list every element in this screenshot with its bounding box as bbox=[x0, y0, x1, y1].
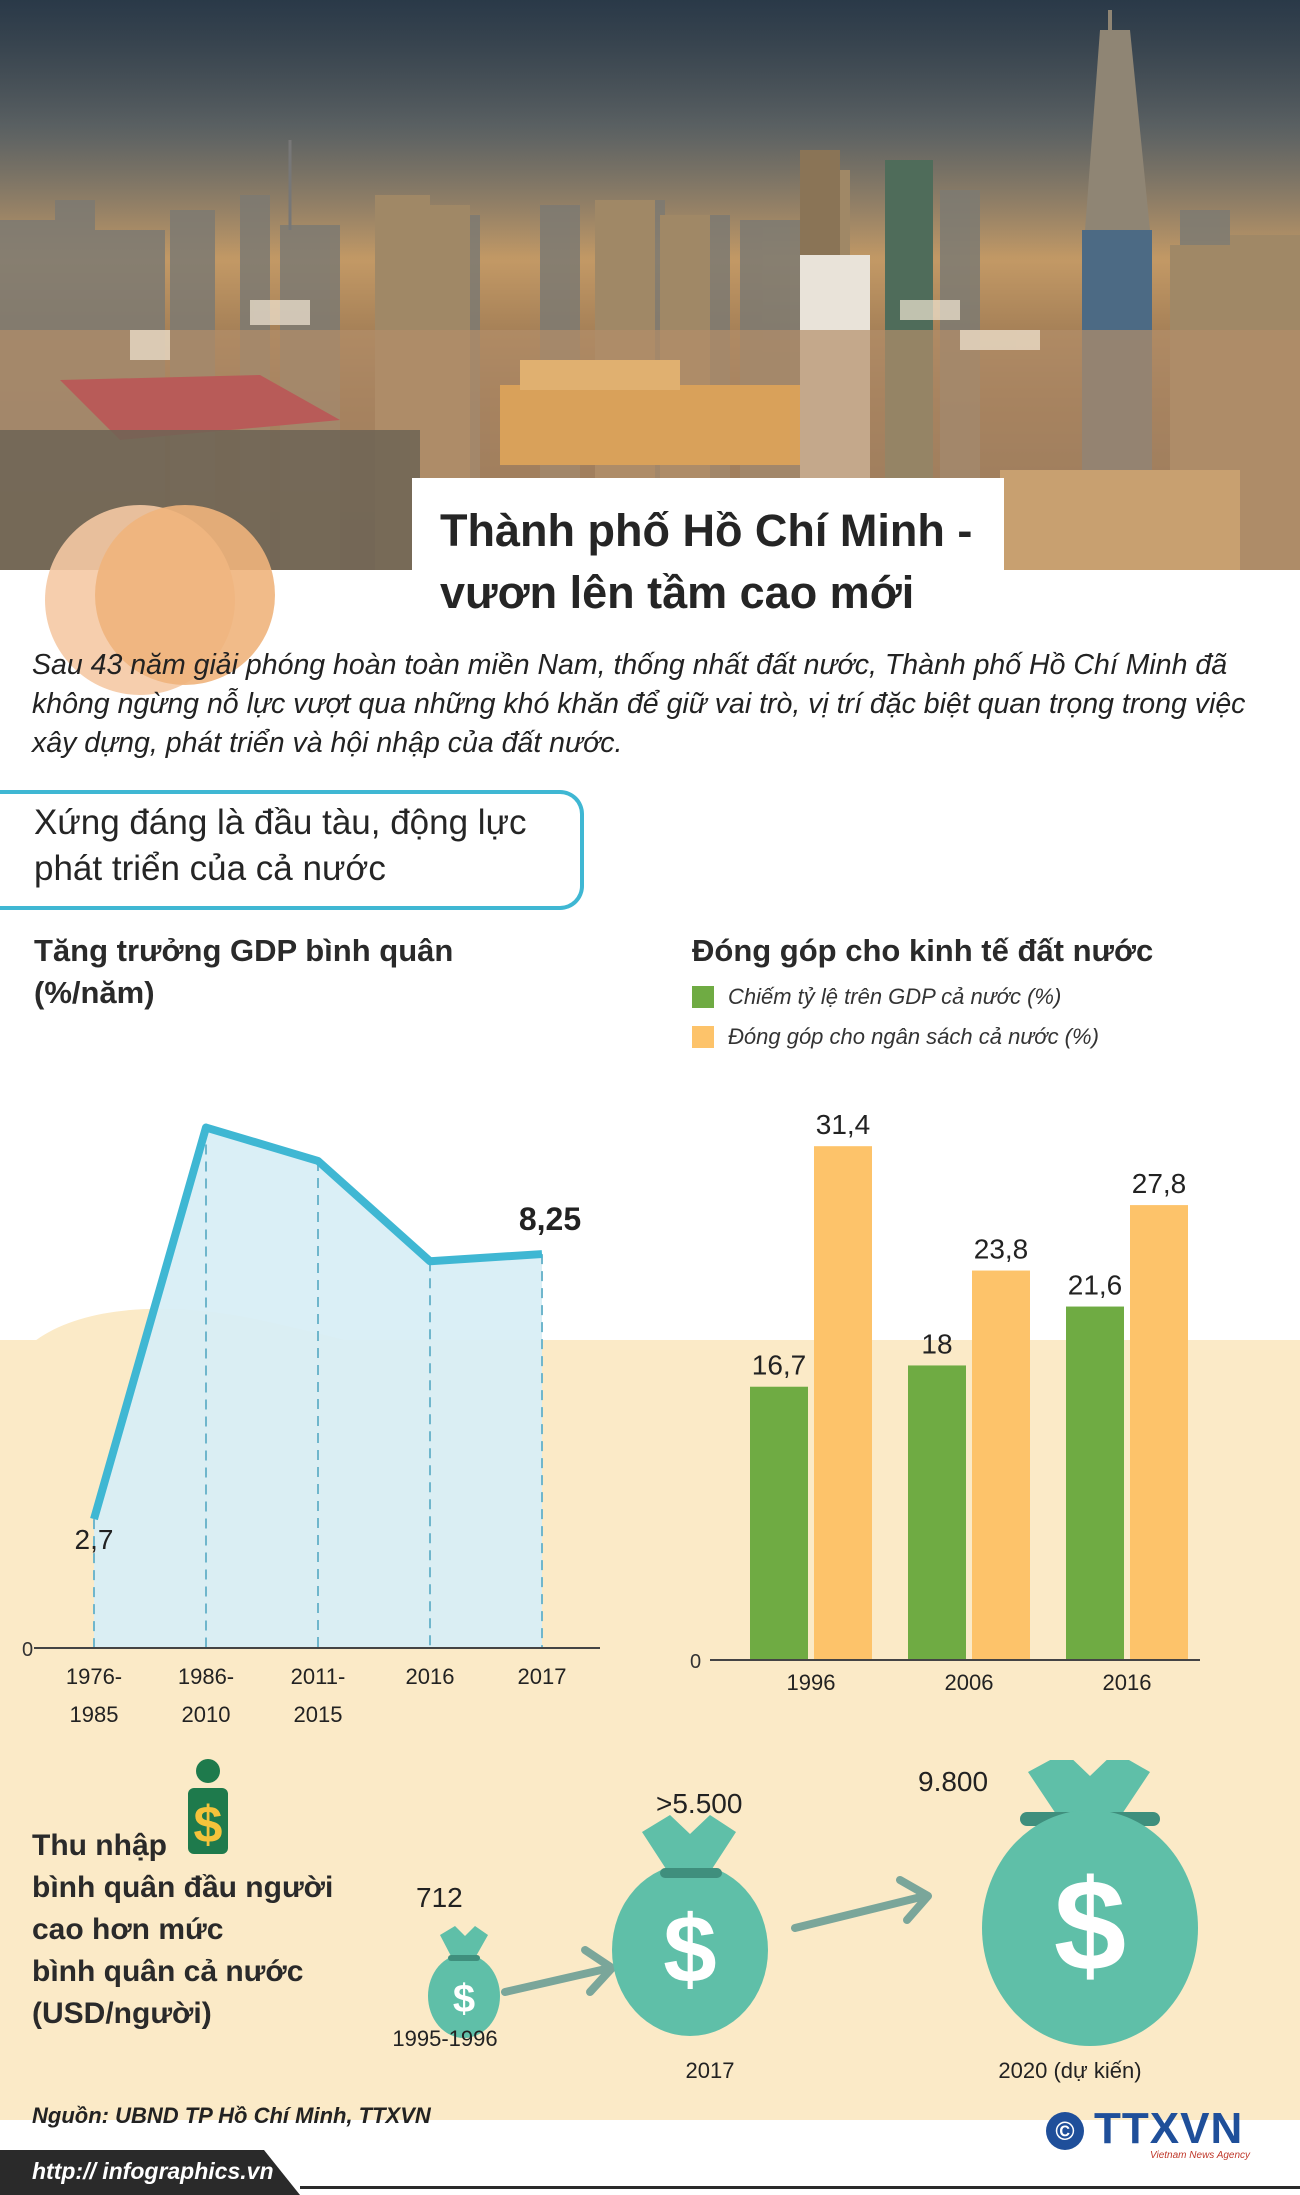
bar-1996-budget bbox=[814, 1146, 872, 1660]
gdp-value-label: 8,25 bbox=[519, 1201, 581, 1237]
hero-photo bbox=[0, 0, 1300, 570]
income-title-line: (USD/người) bbox=[32, 1997, 212, 2030]
bar-tick-label: 1996 bbox=[787, 1670, 836, 1695]
svg-text:$: $ bbox=[194, 1796, 223, 1854]
gdp-tick-label: 2010 bbox=[182, 1702, 231, 1727]
gdp-tick-label: 1986- bbox=[178, 1664, 234, 1689]
gdp-tick-label: 2016 bbox=[406, 1664, 455, 1689]
title-box bbox=[412, 478, 1004, 638]
footer-line bbox=[300, 2186, 1300, 2189]
arrow-icon bbox=[791, 1892, 929, 1932]
bar-value-label: 21,6 bbox=[1068, 1270, 1123, 1301]
bar-value-label: 23,8 bbox=[974, 1234, 1029, 1265]
gdp-area-chart: 0 2,7 1976- 1985 1986- 2010 2011- 2015 2016 8,25 2… bbox=[22, 1123, 600, 1727]
title-line-2: vươn lên tầm cao mới bbox=[440, 567, 915, 618]
page-title: Thành phố Hồ Chí Minh - vươn lên tầm cao… bbox=[440, 500, 1000, 624]
gdp-tick-label: 1976- bbox=[66, 1664, 122, 1689]
gdp-title-line-2: (%/năm) bbox=[34, 975, 155, 1010]
income-value-2020: 9.800 bbox=[918, 1766, 989, 1797]
contribution-bar-chart: 16,7 31,4 1996 18 23,8 2006 21,6 27,8 2016 0 bbox=[690, 1109, 1200, 1695]
income-title-line: Thu nhập bbox=[32, 1829, 167, 1862]
bar-2006-budget bbox=[972, 1270, 1030, 1660]
bar-2006-gdp bbox=[908, 1365, 966, 1660]
income-period-2017: 2017 bbox=[685, 2058, 735, 2083]
gdp-tick-label: 2017 bbox=[518, 1664, 567, 1689]
bar-2016-gdp bbox=[1066, 1306, 1124, 1660]
decorative-circles bbox=[45, 505, 275, 695]
income-title-line: cao hơn mức bbox=[32, 1913, 224, 1946]
intro-paragraph: Sau 43 năm giải phóng hoàn toàn miền Nam… bbox=[32, 649, 1246, 759]
arrow-icon bbox=[581, 1946, 616, 1996]
footer-url[interactable]: http:// infographics.vn bbox=[32, 2158, 274, 2184]
income-bags-graphic: $ $ $ bbox=[428, 1760, 1198, 2046]
section-title: Xứng đáng là đầu tàu, động lực phát triể… bbox=[34, 800, 574, 892]
income-period-2020: 2020 (dự kiến) bbox=[998, 2058, 1142, 2083]
income-title: Thu nhập bình quân đầu người cao hơn mức… bbox=[32, 1825, 392, 2035]
income-title-line: bình quân cả nước bbox=[32, 1955, 304, 1988]
bar-2016-budget bbox=[1130, 1205, 1188, 1660]
bar-y-zero-label: 0 bbox=[690, 1651, 701, 1673]
section-title-line-2: phát triển của cả nước bbox=[34, 849, 386, 888]
svg-text:$: $ bbox=[1054, 1852, 1126, 1998]
money-bag-medium-icon: $ bbox=[612, 1815, 768, 2036]
gdp-tick-label: 2011- bbox=[291, 1664, 346, 1689]
arrow-icon bbox=[896, 1876, 932, 1924]
gdp-y-zero-label: 0 bbox=[22, 1639, 33, 1661]
bar-value-label: 31,4 bbox=[816, 1109, 871, 1140]
bar-tick-label: 2006 bbox=[945, 1670, 994, 1695]
title-line-1: Thành phố Hồ Chí Minh - bbox=[440, 505, 973, 556]
gdp-value-label: 2,7 bbox=[75, 1524, 114, 1555]
legend-item-budget: Đóng góp cho ngân sách cả nước (%) bbox=[692, 1024, 1099, 1050]
gdp-chart-title: Tăng trưởng GDP bình quân (%/năm) bbox=[34, 930, 453, 1014]
bar-tick-label: 2016 bbox=[1103, 1670, 1152, 1695]
section-header-box bbox=[0, 790, 584, 910]
svg-text:$: $ bbox=[663, 1896, 716, 2003]
money-bag-large-icon: $ bbox=[982, 1760, 1198, 2046]
gdp-title-line-1: Tăng trưởng GDP bình quân bbox=[34, 933, 454, 968]
section-title-line-1: Xứng đáng là đầu tàu, động lực bbox=[34, 803, 527, 842]
legend-label: Chiếm tỷ lệ trên GDP cả nước (%) bbox=[728, 984, 1062, 1009]
legend-label: Đóng góp cho ngân sách cả nước (%) bbox=[728, 1024, 1099, 1049]
logo-subtitle: Vietnam News Agency bbox=[1150, 2150, 1251, 2161]
legend-item-gdp-share: Chiếm tỷ lệ trên GDP cả nước (%) bbox=[692, 984, 1061, 1010]
income-value-2017: >5.500 bbox=[656, 1788, 743, 1819]
gdp-tick-label: 1985 bbox=[70, 1702, 119, 1727]
arrow-icon bbox=[501, 1964, 614, 1996]
contribution-chart-title: Đóng góp cho kinh tế đất nước bbox=[692, 933, 1154, 968]
money-bag-small-icon: $ bbox=[428, 1926, 500, 2038]
bar-value-label: 27,8 bbox=[1132, 1168, 1187, 1199]
svg-text:$: $ bbox=[453, 1977, 475, 2021]
income-value-1995: 712 bbox=[416, 1882, 463, 1913]
source-note: Nguồn: UBND TP Hồ Chí Minh, TTXVN bbox=[32, 2103, 431, 2128]
copyright-icon: © bbox=[1046, 2112, 1084, 2150]
legend-swatch-orange bbox=[692, 1026, 714, 1048]
income-period-1995: 1995-1996 bbox=[392, 2026, 498, 2051]
bar-1996-gdp bbox=[750, 1386, 808, 1660]
person-dollar-icon: $ bbox=[188, 1759, 228, 1854]
ttxvn-logo: TTXVN bbox=[1094, 2104, 1244, 2153]
bar-value-label: 16,7 bbox=[752, 1350, 807, 1381]
income-title-line: bình quân đầu người bbox=[32, 1871, 334, 1904]
footer-band bbox=[0, 2150, 300, 2195]
gdp-tick-label: 2015 bbox=[294, 1702, 343, 1727]
bar-value-label: 18 bbox=[921, 1328, 952, 1359]
legend-swatch-green bbox=[692, 986, 714, 1008]
